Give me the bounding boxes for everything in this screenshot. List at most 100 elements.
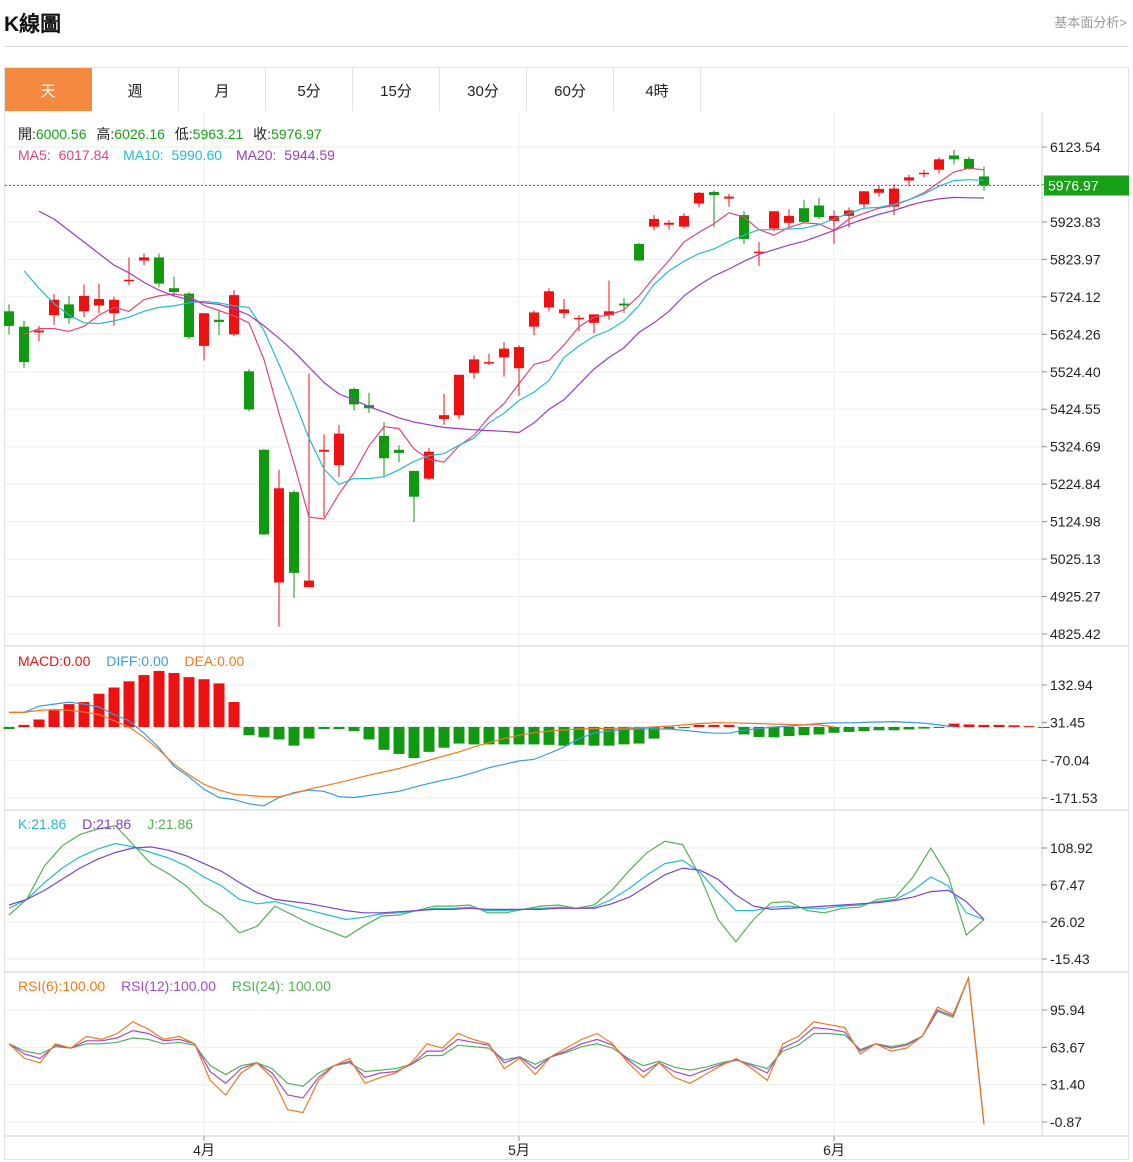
candle-body (409, 470, 419, 497)
candle-body (424, 451, 434, 479)
candle-body (499, 348, 509, 358)
ma5-label: MA5: (18, 147, 51, 163)
fundamental-analysis-link[interactable]: 基本面分析> (1054, 15, 1127, 30)
tab-month[interactable]: 月 (179, 68, 266, 111)
rsi-tick-label: 95.94 (1050, 1002, 1085, 1018)
macd-histogram-bar (48, 710, 60, 727)
macd-histogram-bar (168, 672, 180, 727)
rsi6-label: RSI(6): (18, 978, 63, 994)
candle-body (139, 257, 149, 261)
macd-tick-label: -171.53 (1050, 790, 1098, 806)
page-title: K線圖 (4, 13, 62, 36)
candle-body (124, 279, 134, 282)
d-value: 21.86 (96, 816, 132, 832)
macd-histogram-bar (873, 726, 885, 731)
candle-body (649, 218, 659, 227)
candle-body (604, 311, 614, 316)
macd-histogram-bar (843, 726, 855, 732)
candle-body (799, 208, 809, 223)
candle-body (184, 293, 194, 338)
macd-histogram-bar (393, 726, 405, 754)
macd-histogram-bar (588, 726, 600, 746)
candle-body (4, 311, 14, 326)
candle-body (154, 257, 164, 284)
tab-5min[interactable]: 5分 (266, 68, 353, 111)
tab-30min[interactable]: 30分 (440, 68, 527, 111)
dea-line (9, 708, 835, 798)
macd-histogram-bar (213, 683, 225, 727)
macd-panel (3, 670, 1050, 807)
candle-body (379, 435, 389, 459)
macd-histogram-bar (183, 677, 195, 727)
kdj-d-line (8, 846, 985, 921)
macd-histogram-bar (828, 726, 840, 733)
candle-body (544, 291, 554, 308)
candle-body (679, 215, 689, 227)
macd-histogram-bar (1023, 726, 1035, 728)
macd-histogram-bar (783, 726, 795, 737)
candle-body (19, 326, 29, 363)
macd-histogram-bar (378, 726, 390, 750)
macd-histogram-bar (543, 726, 555, 745)
chart-frame (4, 67, 1129, 1160)
tab-4hour[interactable]: 4時 (614, 68, 701, 111)
macd-histogram-bar (333, 726, 345, 730)
tab-week[interactable]: 週 (92, 68, 179, 111)
candle-body (94, 298, 104, 306)
candle-body (934, 159, 944, 170)
macd-tick-label: 132.94 (1050, 677, 1093, 693)
price-tick-label: 5324.69 (1050, 439, 1101, 455)
rsi-panel (8, 975, 985, 1125)
macd-histogram-bar (993, 724, 1005, 727)
axis-layer: 4月5月6月6123.546023.685923.835823.975724.1… (5, 112, 1129, 1158)
candle-body (814, 205, 824, 218)
ma5-line (23, 167, 985, 520)
candle-body (169, 288, 179, 293)
macd-histogram-bar (963, 724, 975, 727)
price-tick-label: 4925.27 (1050, 589, 1101, 605)
last-price-label: 5976.97 (1048, 177, 1099, 193)
macd-histogram-bar (273, 726, 285, 740)
kdj-panel (8, 824, 985, 943)
price-tick-label: 5224.84 (1050, 476, 1101, 492)
candle-body (904, 177, 914, 181)
ma10-label: MA10: (123, 147, 164, 163)
macd-histogram-bar (888, 726, 900, 731)
macd-histogram-bar (303, 726, 315, 739)
price-tick-label: 5724.12 (1050, 289, 1101, 305)
tab-15min[interactable]: 15分 (353, 68, 440, 111)
macd-histogram-bar (123, 681, 135, 727)
x-tick-label: 5月 (508, 1142, 530, 1158)
j-value: 21.86 (158, 816, 194, 832)
low-label: 低: (174, 126, 193, 142)
macd-histogram-bar (288, 726, 300, 746)
macd-histogram-bar (18, 724, 30, 727)
rsi24-label: RSI(24): (231, 978, 285, 994)
candle-body (229, 295, 239, 335)
macd-histogram-bar (678, 726, 690, 729)
candle-body (529, 312, 539, 327)
macd-histogram-bar (78, 702, 90, 727)
tab-day[interactable]: 天 (5, 68, 92, 111)
rsi-legend: RSI(6):100.00 RSI(12):100.00 RSI(24): 100… (18, 978, 331, 994)
period-tabs: 天 週 月 5分 15分 30分 60分 4時 (5, 68, 701, 111)
candle-body (874, 188, 884, 193)
candle-body (949, 155, 959, 160)
diff-value: 0.00 (141, 653, 169, 669)
macd-histogram-bar (243, 726, 255, 736)
macd-histogram-bar (3, 726, 15, 730)
candle-body (664, 222, 674, 225)
ma-legend: MA5: 6017.84 MA10: 5990.60 MA20: 5944.59 (18, 147, 335, 163)
macd-histogram-bar (693, 724, 705, 727)
diff-label: DIFF: (106, 653, 142, 669)
macd-histogram-bar (723, 724, 735, 727)
price-tick-label: 5923.83 (1050, 214, 1101, 230)
rsi-tick-label: 63.67 (1050, 1039, 1085, 1055)
rsi12-line (8, 977, 985, 1125)
candle-body (454, 374, 464, 416)
candle-body (319, 449, 329, 452)
candle-body (919, 172, 929, 175)
tab-60min[interactable]: 60分 (527, 68, 614, 111)
candle-body (259, 449, 269, 535)
